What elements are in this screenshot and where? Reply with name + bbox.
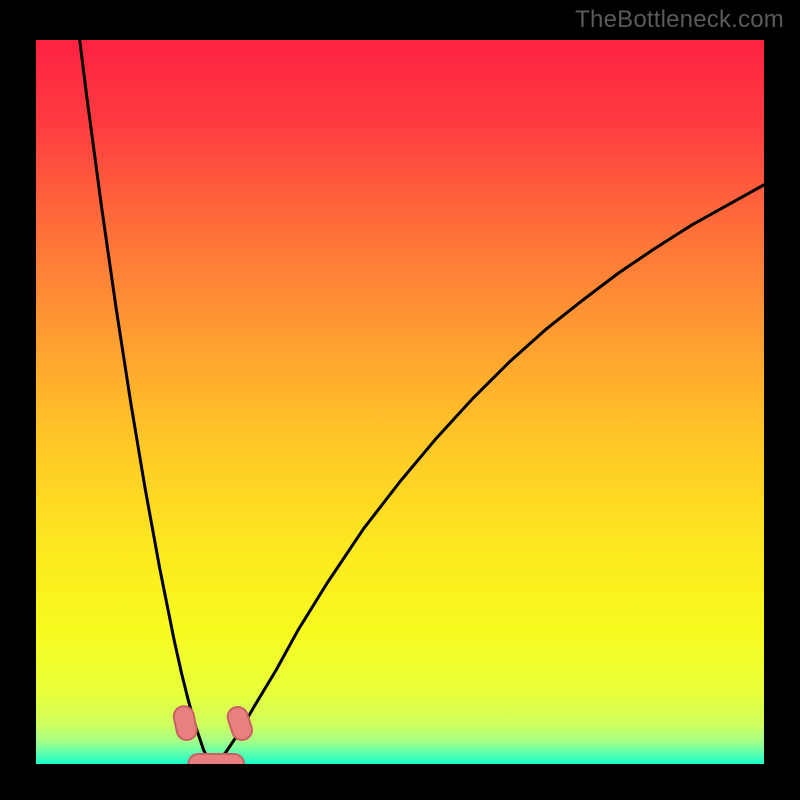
- chart-frame: TheBottleneck.com: [0, 0, 800, 800]
- chart-svg: [36, 40, 764, 764]
- plot-area: [36, 40, 764, 764]
- watermark-text: TheBottleneck.com: [575, 6, 784, 34]
